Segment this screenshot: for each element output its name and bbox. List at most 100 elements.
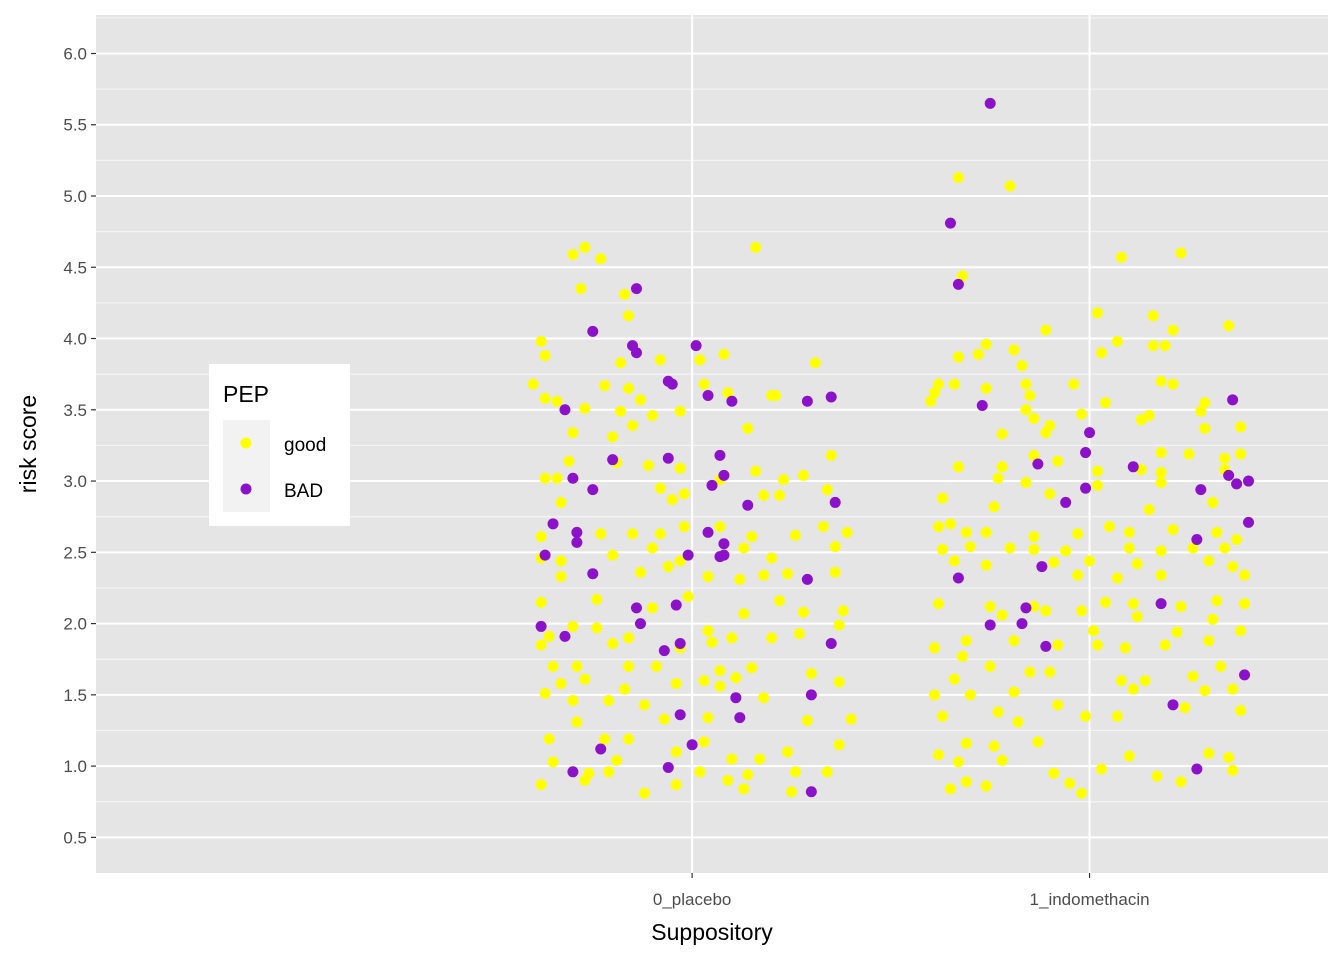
point-good (726, 632, 738, 644)
point-good (607, 638, 619, 650)
point-good (1235, 625, 1247, 637)
point-good (1231, 533, 1243, 545)
point-good (1195, 405, 1207, 417)
point-good (1076, 605, 1088, 617)
point-good (567, 248, 579, 260)
point-good (599, 380, 611, 392)
point-bad (702, 390, 714, 402)
point-good (960, 635, 972, 647)
point-good (754, 753, 766, 765)
point-good (555, 555, 567, 567)
point-bad (976, 400, 988, 412)
point-bad (587, 484, 599, 496)
point-good (1203, 635, 1215, 647)
point-good (638, 699, 650, 711)
point-good (678, 521, 690, 533)
point-good (555, 496, 567, 508)
point-bad (952, 278, 964, 290)
point-good (766, 552, 778, 564)
point-good (782, 746, 794, 758)
point-good (1227, 683, 1239, 695)
point-good (543, 733, 555, 745)
point-good (1040, 427, 1052, 439)
point-bad (1243, 516, 1255, 528)
point-bad (607, 454, 619, 466)
point-good (948, 378, 960, 390)
point-good (646, 409, 658, 421)
point-bad (630, 602, 642, 614)
point-good (1155, 569, 1167, 581)
point-bad (559, 404, 571, 416)
point-good (1088, 625, 1100, 637)
point-good (1084, 555, 1096, 567)
point-good (527, 378, 539, 390)
point-good (698, 675, 710, 687)
point-good (694, 766, 706, 778)
point-good (682, 591, 694, 603)
point-bad (535, 620, 547, 632)
point-good (933, 749, 945, 761)
legend-marker-bad (240, 483, 252, 495)
point-bad (805, 786, 817, 798)
point-bad (670, 599, 682, 611)
point-bad (706, 479, 718, 491)
point-good (1060, 545, 1072, 557)
x-tick-label: 1_indomethacin (1030, 890, 1150, 909)
point-bad (547, 518, 559, 530)
point-good (1151, 770, 1163, 782)
point-good (1040, 605, 1052, 617)
point-bad (658, 645, 670, 657)
point-bad (952, 572, 964, 584)
point-good (1155, 476, 1167, 488)
point-good (980, 382, 992, 394)
point-bad (1040, 640, 1052, 652)
point-bad (944, 217, 956, 229)
point-good (980, 780, 992, 792)
point-good (1076, 408, 1088, 420)
point-bad (801, 395, 813, 407)
legend-marker-good (240, 437, 252, 449)
point-good (623, 733, 635, 745)
point-bad (567, 766, 579, 778)
point-bad (674, 709, 686, 721)
point-good (1199, 685, 1211, 697)
point-bad (825, 638, 837, 650)
point-good (702, 712, 714, 724)
point-good (1064, 777, 1076, 789)
point-good (627, 419, 639, 431)
point-good (1091, 307, 1103, 319)
point-good (937, 710, 949, 722)
point-bad (587, 325, 599, 337)
point-bad (730, 692, 742, 704)
point-good (988, 501, 1000, 513)
point-good (1123, 526, 1135, 538)
point-good (929, 689, 941, 701)
point-good (925, 395, 937, 407)
point-bad (682, 549, 694, 561)
point-good (1239, 569, 1251, 581)
point-good (1052, 699, 1064, 711)
point-good (1219, 542, 1231, 554)
point-bad (1127, 461, 1139, 473)
point-good (952, 756, 964, 768)
point-good (833, 739, 845, 751)
point-good (1103, 521, 1115, 533)
point-bad (1167, 699, 1179, 711)
point-good (992, 706, 1004, 718)
point-good (1008, 686, 1020, 698)
y-tick-label: 6.0 (63, 44, 87, 63)
point-good (1016, 360, 1028, 372)
point-good (766, 632, 778, 644)
x-axis: 0_placebo 1_indomethacin (653, 873, 1150, 909)
y-tick-label: 3.5 (63, 401, 87, 420)
point-good (948, 673, 960, 685)
point-good (634, 394, 646, 406)
point-good (964, 689, 976, 701)
point-good (535, 779, 547, 791)
point-good (758, 692, 770, 704)
point-good (797, 469, 809, 481)
point-good (1175, 776, 1187, 788)
point-good (714, 521, 726, 533)
point-good (1119, 642, 1131, 654)
point-good (1155, 467, 1167, 479)
